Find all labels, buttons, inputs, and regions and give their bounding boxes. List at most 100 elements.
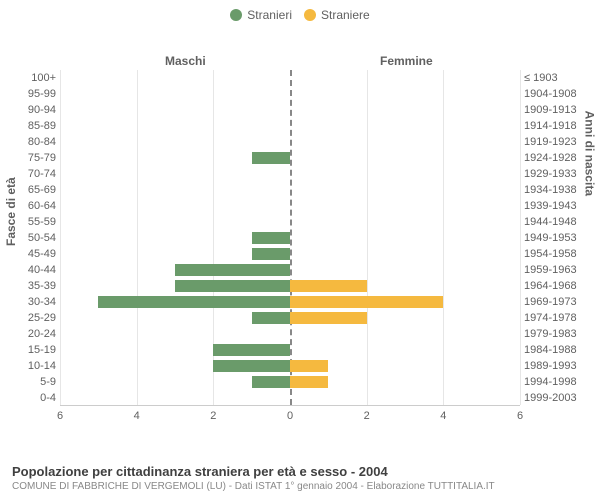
age-label: 70-74 (4, 166, 56, 182)
data-row (60, 342, 520, 358)
panel-label-male: Maschi (165, 54, 206, 68)
plot-area (60, 70, 520, 406)
birth-year-label: 1959-1963 (524, 262, 596, 278)
bar-male (252, 248, 290, 260)
legend-swatch-male (230, 9, 242, 21)
x-tick-label: 6 (517, 410, 523, 422)
data-row (60, 310, 520, 326)
data-row (60, 390, 520, 406)
legend-swatch-female (304, 9, 316, 21)
data-row (60, 262, 520, 278)
birth-year-label: 1909-1913 (524, 102, 596, 118)
data-row (60, 134, 520, 150)
age-label: 85-89 (4, 118, 56, 134)
birth-year-label: 1964-1968 (524, 278, 596, 294)
data-row (60, 374, 520, 390)
bar-male (98, 296, 290, 308)
x-tick-label: 6 (57, 410, 63, 422)
age-label: 95-99 (4, 86, 56, 102)
legend-item-female: Straniere (304, 8, 370, 22)
chart: Maschi Femmine Fasce di età Anni di nasc… (0, 26, 600, 446)
birth-year-label: 1984-1988 (524, 342, 596, 358)
birth-year-label: 1939-1943 (524, 198, 596, 214)
x-tick-label: 2 (210, 410, 216, 422)
data-row (60, 358, 520, 374)
bar-male (213, 344, 290, 356)
data-row (60, 166, 520, 182)
legend-label-male: Stranieri (247, 8, 292, 22)
bar-male (213, 360, 290, 372)
age-label: 5-9 (4, 374, 56, 390)
age-label: 25-29 (4, 310, 56, 326)
birth-year-label: 1999-2003 (524, 390, 596, 406)
x-tick-label: 4 (440, 410, 446, 422)
bar-male (252, 312, 290, 324)
birth-year-label: 1979-1983 (524, 326, 596, 342)
age-label: 30-34 (4, 294, 56, 310)
data-row (60, 214, 520, 230)
age-label: 35-39 (4, 278, 56, 294)
data-row (60, 198, 520, 214)
birth-year-label: ≤ 1903 (524, 70, 596, 86)
chart-title: Popolazione per cittadinanza straniera p… (12, 464, 588, 479)
bar-female (290, 296, 443, 308)
age-label: 80-84 (4, 134, 56, 150)
bar-female (290, 360, 328, 372)
age-label: 15-19 (4, 342, 56, 358)
bar-female (290, 312, 367, 324)
bar-male (175, 264, 290, 276)
age-label: 100+ (4, 70, 56, 86)
data-row (60, 86, 520, 102)
data-row (60, 278, 520, 294)
birth-year-label: 1989-1993 (524, 358, 596, 374)
birth-year-label: 1949-1953 (524, 230, 596, 246)
age-label: 0-4 (4, 390, 56, 406)
age-label: 40-44 (4, 262, 56, 278)
legend-item-male: Stranieri (230, 8, 292, 22)
bar-male (252, 376, 290, 388)
age-label: 60-64 (4, 198, 56, 214)
age-label: 75-79 (4, 150, 56, 166)
legend: Stranieri Straniere (0, 0, 600, 26)
x-tick-label: 2 (364, 410, 370, 422)
birth-year-label: 1969-1973 (524, 294, 596, 310)
data-row (60, 246, 520, 262)
x-tick-label: 4 (134, 410, 140, 422)
bar-female (290, 280, 367, 292)
chart-subtitle: COMUNE DI FABBRICHE DI VERGEMOLI (LU) - … (12, 481, 588, 492)
birth-year-label: 1924-1928 (524, 150, 596, 166)
data-row (60, 326, 520, 342)
legend-label-female: Straniere (321, 8, 370, 22)
footer: Popolazione per cittadinanza straniera p… (12, 464, 588, 492)
data-row (60, 70, 520, 86)
age-label: 45-49 (4, 246, 56, 262)
x-tick-label: 0 (287, 410, 293, 422)
birth-year-label: 1944-1948 (524, 214, 596, 230)
panel-label-female: Femmine (380, 54, 433, 68)
birth-year-label: 1929-1933 (524, 166, 596, 182)
data-row (60, 118, 520, 134)
age-label: 20-24 (4, 326, 56, 342)
birth-year-label: 1934-1938 (524, 182, 596, 198)
bar-male (252, 232, 290, 244)
data-row (60, 102, 520, 118)
birth-year-label: 1954-1958 (524, 246, 596, 262)
age-label: 65-69 (4, 182, 56, 198)
data-row (60, 182, 520, 198)
gridline (520, 70, 521, 405)
data-row (60, 230, 520, 246)
age-label: 50-54 (4, 230, 56, 246)
age-label: 55-59 (4, 214, 56, 230)
birth-year-label: 1919-1923 (524, 134, 596, 150)
birth-year-label: 1914-1918 (524, 118, 596, 134)
bar-male (175, 280, 290, 292)
bar-female (290, 376, 328, 388)
birth-year-label: 1904-1908 (524, 86, 596, 102)
birth-year-label: 1974-1978 (524, 310, 596, 326)
data-row (60, 150, 520, 166)
birth-year-label: 1994-1998 (524, 374, 596, 390)
age-label: 10-14 (4, 358, 56, 374)
age-label: 90-94 (4, 102, 56, 118)
bar-male (252, 152, 290, 164)
data-row (60, 294, 520, 310)
